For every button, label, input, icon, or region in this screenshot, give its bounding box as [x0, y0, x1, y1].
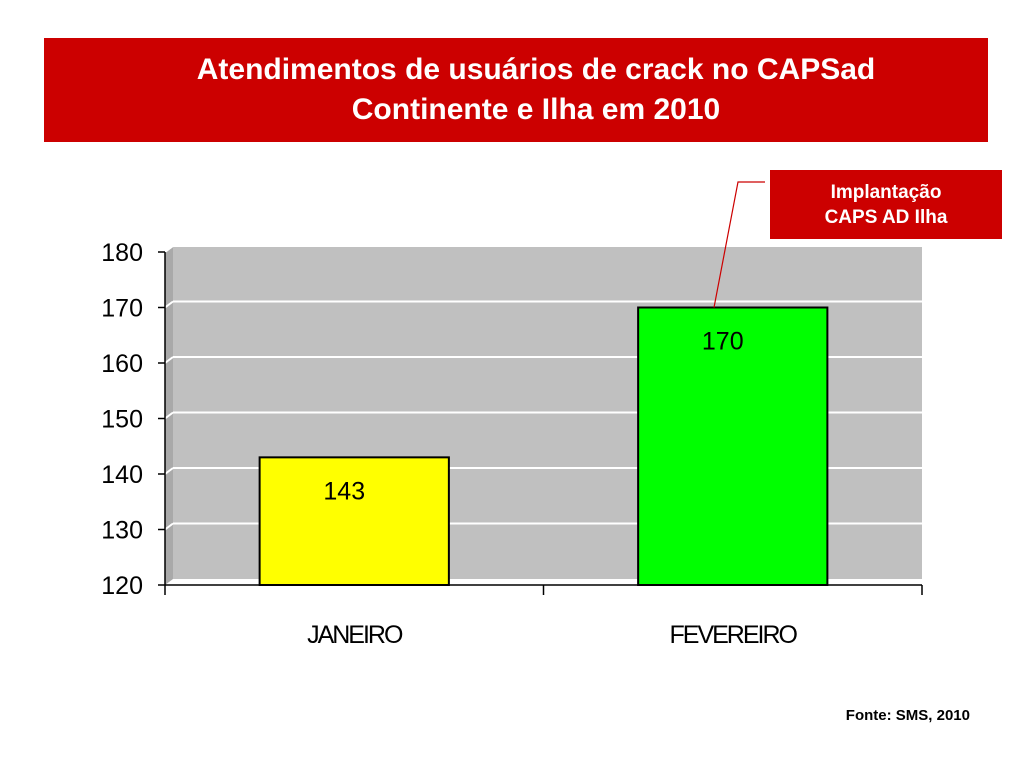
y-tick-label-180: 180 — [101, 239, 143, 267]
y-tick-label-150: 150 — [101, 406, 143, 434]
gridline-depth-140 — [164, 467, 174, 475]
bar-fevereiro — [637, 306, 829, 586]
gridline-depth-130 — [164, 522, 174, 531]
annotation-line-1: Implantação — [830, 181, 942, 203]
data-label-janeiro: 143 — [323, 477, 365, 505]
gridline-depth-170 — [164, 300, 174, 309]
gridline-depth-160 — [164, 356, 174, 364]
gridline-depth-180 — [164, 245, 174, 253]
y-tick-label-120: 120 — [101, 572, 143, 600]
y-tick-label-160: 160 — [101, 350, 143, 378]
y-tick-label-130: 130 — [101, 517, 143, 545]
y-tick-label-140: 140 — [101, 461, 143, 489]
annotation-connector — [713, 181, 765, 308]
data-label-fevereiro: 170 — [702, 328, 744, 356]
annotation-box: Implantação CAPS AD Ilha — [770, 170, 1002, 239]
bar-janeiro — [258, 456, 450, 587]
x-category-label-janeiro: JANEIRO — [307, 621, 403, 649]
gridline-depth-150 — [164, 411, 174, 420]
annotation-line-2: CAPS AD Ilha — [824, 206, 948, 228]
y-tick-label-170: 170 — [101, 295, 143, 323]
x-category-label-fevereiro: FEVEREIRO — [670, 621, 798, 649]
chart-title: Atendimentos de usuários de crack no CAP… — [196, 53, 876, 126]
title-banner: Atendimentos de usuários de crack no CAP… — [44, 38, 988, 142]
source-note: Fonte: SMS, 2010 — [845, 707, 970, 724]
